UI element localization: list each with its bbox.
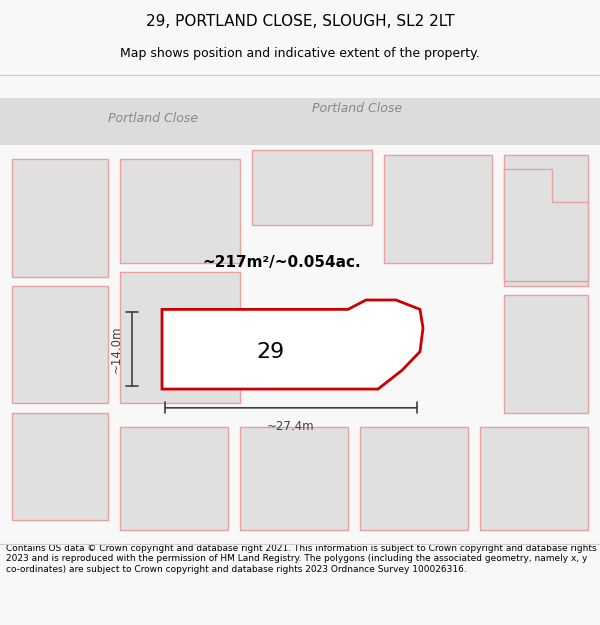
Polygon shape [384, 154, 492, 262]
Polygon shape [120, 272, 240, 403]
Polygon shape [480, 426, 588, 530]
Text: ~217m²/~0.054ac.: ~217m²/~0.054ac. [203, 255, 361, 270]
Polygon shape [0, 98, 600, 145]
Polygon shape [504, 154, 588, 286]
Polygon shape [360, 426, 468, 530]
Polygon shape [504, 295, 588, 412]
Polygon shape [120, 426, 228, 530]
Polygon shape [252, 150, 372, 225]
Text: ~27.4m: ~27.4m [267, 419, 315, 432]
Polygon shape [120, 159, 240, 262]
Text: Portland Close: Portland Close [108, 112, 198, 125]
Text: Portland Close: Portland Close [312, 102, 402, 116]
Polygon shape [12, 286, 108, 403]
Text: Contains OS data © Crown copyright and database right 2021. This information is : Contains OS data © Crown copyright and d… [6, 544, 596, 574]
Text: 29: 29 [256, 341, 284, 361]
Text: Map shows position and indicative extent of the property.: Map shows position and indicative extent… [120, 48, 480, 61]
Polygon shape [162, 300, 423, 389]
Polygon shape [240, 426, 348, 530]
Text: ~14.0m: ~14.0m [110, 326, 123, 373]
Polygon shape [504, 169, 588, 281]
Polygon shape [12, 159, 108, 276]
Text: 29, PORTLAND CLOSE, SLOUGH, SL2 2LT: 29, PORTLAND CLOSE, SLOUGH, SL2 2LT [146, 14, 454, 29]
Polygon shape [12, 412, 108, 520]
